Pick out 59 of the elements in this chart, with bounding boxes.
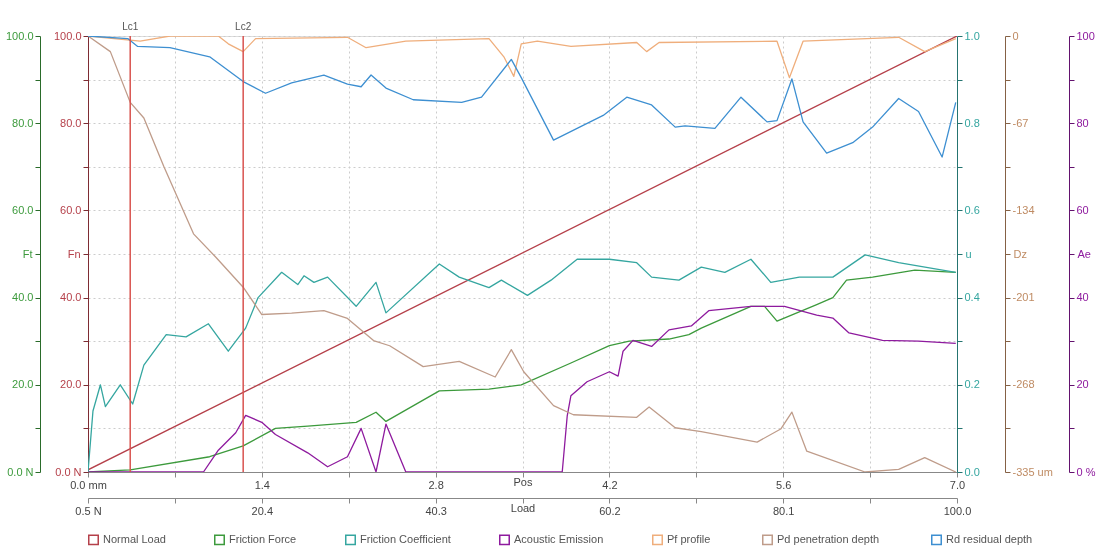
y-tick-label: 60.0 (60, 203, 82, 216)
x-tick-label: 2.8 (428, 478, 444, 491)
y-tick-label: 20.0 (60, 378, 82, 391)
x2-tick-label: 40.3 (425, 504, 447, 517)
y3-tick-label: -268 (1012, 378, 1035, 391)
text: 60 (1076, 203, 1089, 216)
legend-label: Friction Coefficient (360, 532, 451, 545)
legend-label: Pf profile (667, 532, 711, 545)
y-tick-label: 80.0 (60, 116, 82, 129)
y2-tick-label: 1.0 (964, 29, 980, 42)
y2-axis-title: u (965, 247, 972, 260)
text: 0.0 N (7, 465, 34, 478)
legend-label: Rd residual depth (946, 532, 1033, 545)
legend-label: Normal Load (103, 532, 166, 545)
x2-tick-label: 20.4 (251, 504, 274, 517)
text: 80 (1076, 116, 1089, 129)
text: 100.0 (5, 29, 34, 42)
x2-tick-label: 100.0 (943, 504, 972, 517)
line-series (88, 36, 957, 158)
x-tick-label: 0.0 mm (70, 478, 107, 491)
text: 0 % (1076, 465, 1096, 478)
y2-tick-label: 0.6 (964, 203, 980, 216)
y2-tick-label: 0.4 (964, 291, 980, 304)
x-tick-label: 1.4 (254, 478, 270, 491)
y-tick-label: 40.0 (60, 291, 82, 304)
legend-label: Acoustic Emission (514, 532, 604, 545)
text: 100 (1076, 29, 1095, 42)
y3-tick-label: -201 (1012, 291, 1035, 304)
y-tick-label: 100.0 (53, 29, 82, 42)
x2-axis-title: Load (510, 501, 536, 514)
y3-tick-label: -67 (1012, 116, 1029, 129)
y-tick-label: 0.0 N (55, 465, 82, 478)
text: Ae (1077, 247, 1091, 260)
ref-line-label: Lc1 (122, 21, 139, 32)
x-tick-label: 7.0 (949, 478, 966, 491)
y3-tick-label: -134 (1012, 203, 1035, 216)
text: 20.0 (12, 378, 34, 391)
x2-tick-label: 80.1 (772, 504, 795, 517)
ref-line-label: Lc2 (235, 21, 252, 32)
y2-tick-label: 0.2 (964, 378, 980, 391)
text: 20 (1076, 378, 1089, 391)
legend-label: Pd penetration depth (777, 532, 880, 545)
x-axis-title: Pos (513, 475, 533, 488)
text: 40.0 (12, 291, 34, 304)
y3-tick-label: -335 um (1012, 465, 1053, 478)
y-axis-title: Ft (22, 247, 33, 260)
x2-tick-label: 60.2 (599, 504, 621, 517)
text: 80.0 (12, 116, 34, 129)
text: Fn (67, 247, 81, 260)
text: 60.0 (12, 203, 34, 216)
y2-tick-label: 0.8 (964, 116, 980, 129)
x2-tick-label: 0.5 N (75, 504, 102, 517)
y2-tick-label: 0.0 (964, 465, 980, 478)
text: 40 (1076, 291, 1089, 304)
x-tick-label: 5.6 (776, 478, 792, 491)
x-tick-label: 4.2 (602, 478, 618, 491)
legend-label: Friction Force (229, 532, 297, 545)
y3-axis-title: Dz (1013, 247, 1027, 260)
y3-tick-label: 0 (1012, 29, 1019, 42)
